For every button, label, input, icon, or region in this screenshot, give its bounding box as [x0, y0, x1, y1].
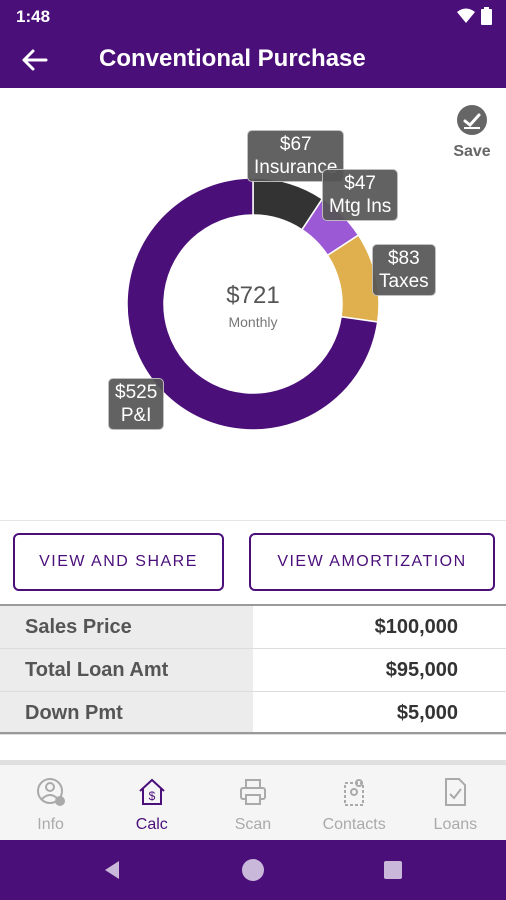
- status-bar: 1:48: [0, 0, 506, 32]
- payment-chart-panel: Save $721 Monthly $67 Insurance $47 Mtg …: [0, 88, 506, 520]
- tooltip-pi-label: P&I: [120, 405, 152, 426]
- system-home-icon[interactable]: [241, 858, 265, 882]
- contacts-icon: [344, 779, 365, 806]
- nav-item-loans[interactable]: Loans: [405, 765, 506, 840]
- battery-icon: [481, 7, 492, 25]
- bottom-nav: Info $ Calc Scan Contacts Loans: [0, 764, 506, 840]
- row-label: Down Pmt: [0, 692, 253, 734]
- house-dollar-icon: $: [139, 778, 165, 805]
- system-back-icon[interactable]: [101, 859, 123, 881]
- check-circle-icon: [457, 105, 487, 135]
- donut-slice-p-i[interactable]: [126, 177, 379, 431]
- tooltip-taxes: $83 Taxes: [372, 244, 436, 296]
- nav-item-scan[interactable]: Scan: [202, 765, 303, 840]
- back-button[interactable]: [20, 46, 50, 74]
- row-label: Total Loan Amt: [0, 649, 253, 691]
- app-bar: Conventional Purchase: [0, 32, 506, 88]
- nav-item-calc[interactable]: $ Calc: [101, 765, 202, 840]
- tooltip-pi-value: $525: [115, 382, 158, 403]
- svg-text:$: $: [148, 789, 155, 803]
- tooltip-pi: $525 P&I: [108, 378, 165, 430]
- nav-label: Contacts: [322, 816, 386, 833]
- wifi-icon: [457, 8, 475, 23]
- donut-chart: [126, 177, 380, 431]
- tooltip-insurance-value: $67: [279, 134, 312, 155]
- table-row: Sales Price $100,000: [0, 606, 506, 649]
- nav-label: Calc: [135, 816, 168, 833]
- view-and-share-button[interactable]: VIEW AND SHARE: [13, 533, 224, 591]
- divider: [0, 732, 506, 734]
- nav-label: Loans: [433, 816, 478, 833]
- tooltip-taxes-value: $83: [387, 248, 420, 269]
- nav-item-contacts[interactable]: Contacts: [304, 765, 405, 840]
- tooltip-taxes-label: Taxes: [379, 271, 429, 292]
- status-time: 1:48: [16, 7, 51, 26]
- nav-label: Info: [37, 816, 64, 833]
- tooltip-insurance-label: Insurance: [254, 157, 338, 178]
- loan-summary-table: Sales Price $100,000 Total Loan Amt $95,…: [0, 604, 506, 735]
- nav-label: Scan: [234, 816, 272, 833]
- monthly-total: $721: [226, 282, 280, 309]
- page-title: Conventional Purchase: [99, 45, 366, 72]
- divider: [0, 760, 506, 764]
- row-value: $95,000: [253, 649, 506, 691]
- row-value: $5,000: [253, 692, 506, 734]
- nav-item-info[interactable]: Info: [0, 765, 101, 840]
- monthly-label: Monthly: [228, 314, 278, 330]
- table-row: Total Loan Amt $95,000: [0, 649, 506, 692]
- tooltip-mtg-ins-label: Mtg Ins: [329, 196, 392, 217]
- view-amortization-button[interactable]: VIEW AMORTIZATION: [249, 533, 495, 591]
- action-buttons: VIEW AND SHARE VIEW AMORTIZATION: [0, 520, 506, 604]
- tooltip-mtg-ins-value: $47: [344, 173, 376, 194]
- save-button[interactable]: Save: [450, 104, 494, 161]
- system-recents-icon[interactable]: [383, 860, 403, 880]
- arrow-left-icon: [22, 49, 48, 71]
- tooltip-mtg-ins: $47 Mtg Ins: [322, 169, 399, 221]
- info-person-icon: [36, 778, 65, 806]
- table-row: Down Pmt $5,000: [0, 692, 506, 735]
- row-label: Sales Price: [0, 606, 253, 648]
- printer-icon: [239, 779, 266, 805]
- document-check-icon: [445, 778, 467, 806]
- save-label: Save: [453, 143, 491, 160]
- row-value: $100,000: [253, 606, 506, 648]
- system-nav-bar: [0, 840, 506, 900]
